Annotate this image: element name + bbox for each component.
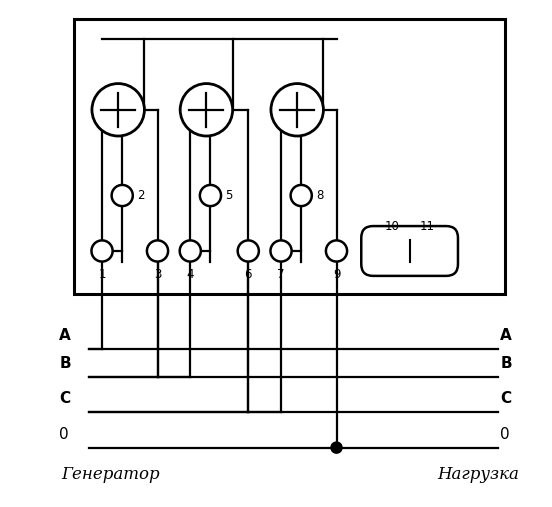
Circle shape xyxy=(92,84,145,136)
Circle shape xyxy=(331,442,342,453)
Circle shape xyxy=(200,185,221,206)
Text: 3: 3 xyxy=(154,268,161,280)
Circle shape xyxy=(271,84,323,136)
Text: 1: 1 xyxy=(98,268,106,280)
Circle shape xyxy=(147,240,168,262)
Circle shape xyxy=(180,84,232,136)
Circle shape xyxy=(238,240,259,262)
Circle shape xyxy=(326,240,347,262)
Text: 7: 7 xyxy=(277,268,285,280)
Text: Генератор: Генератор xyxy=(62,466,160,483)
Text: B: B xyxy=(500,356,512,371)
Text: Нагрузка: Нагрузка xyxy=(437,466,519,483)
Text: 11: 11 xyxy=(420,220,435,233)
Text: 2: 2 xyxy=(137,189,144,202)
Text: A: A xyxy=(59,328,71,343)
Text: 0: 0 xyxy=(59,426,69,442)
Circle shape xyxy=(112,185,133,206)
Text: A: A xyxy=(500,328,512,343)
Circle shape xyxy=(92,240,113,262)
Circle shape xyxy=(270,240,291,262)
Text: B: B xyxy=(59,356,71,371)
Text: C: C xyxy=(59,391,70,406)
Text: 5: 5 xyxy=(225,189,232,202)
Circle shape xyxy=(180,240,201,262)
FancyBboxPatch shape xyxy=(361,226,458,276)
Text: 0: 0 xyxy=(500,426,510,442)
Text: 4: 4 xyxy=(187,268,194,280)
Text: 9: 9 xyxy=(333,268,340,280)
Text: 6: 6 xyxy=(245,268,252,280)
Text: 10: 10 xyxy=(385,220,400,233)
Text: C: C xyxy=(500,391,512,406)
FancyBboxPatch shape xyxy=(75,19,506,294)
Text: 8: 8 xyxy=(316,189,323,202)
Circle shape xyxy=(290,185,312,206)
